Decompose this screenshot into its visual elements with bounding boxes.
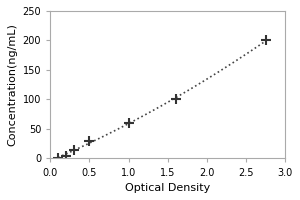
Y-axis label: Concentration(ng/mL): Concentration(ng/mL)	[7, 23, 17, 146]
X-axis label: Optical Density: Optical Density	[125, 183, 210, 193]
